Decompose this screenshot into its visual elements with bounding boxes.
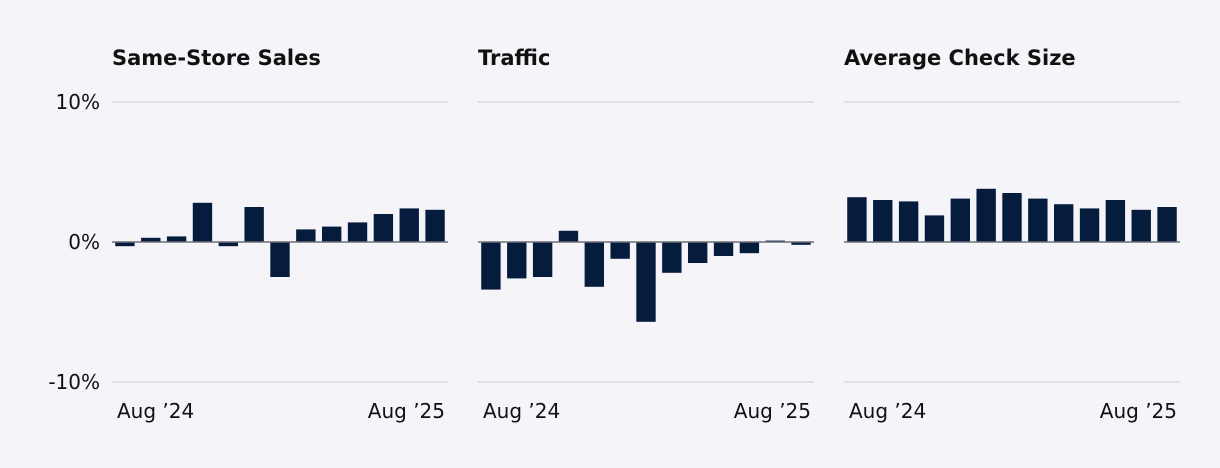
bar-traffic-6 [610, 242, 630, 259]
bar-same-store-sales-13 [425, 209, 445, 242]
bar-same-store-sales-8 [296, 229, 316, 242]
x-tick-label-traffic-1: Aug ’24 [483, 399, 560, 423]
bar-traffic-13 [791, 242, 811, 245]
bar-traffic-2 [507, 242, 527, 279]
bar-same-store-sales-10 [347, 222, 368, 242]
panel-title-same-store-sales: Same-Store Sales [112, 46, 321, 70]
bar-traffic-4 [558, 230, 579, 242]
y-tick-label-same-store-sales-2: 0% [68, 230, 100, 254]
bar-average-check-size-5 [950, 198, 970, 242]
bar-same-store-sales-1 [115, 242, 135, 247]
bar-same-store-sales-12 [399, 208, 419, 242]
panel-title-average-check-size: Average Check Size [844, 46, 1076, 70]
bar-traffic-8 [662, 242, 682, 273]
bar-average-check-size-6 [976, 188, 996, 242]
panel-average-check-size: Average Check Size Aug ’24 Aug ’25 [844, 46, 1180, 423]
bar-average-check-size-2 [873, 200, 893, 242]
bar-same-store-sales-6 [244, 207, 264, 242]
y-tick-label-same-store-sales-3: -10% [48, 370, 100, 394]
bar-same-store-sales-3 [166, 236, 187, 242]
bar-same-store-sales-7 [270, 242, 290, 277]
bar-average-check-size-7 [1002, 193, 1022, 242]
x-tick-label-same-store-sales-2: Aug ’25 [368, 399, 445, 423]
bar-same-store-sales-5 [218, 242, 238, 247]
bar-average-check-size-11 [1105, 200, 1126, 242]
x-tick-label-average-check-size-2: Aug ’25 [1100, 399, 1177, 423]
bar-traffic-10 [713, 242, 734, 256]
bar-average-check-size-8 [1028, 198, 1048, 242]
bar-average-check-size-4 [924, 215, 945, 242]
bar-traffic-11 [739, 242, 760, 254]
bar-same-store-sales-11 [373, 214, 394, 242]
x-tick-label-average-check-size-1: Aug ’24 [849, 399, 926, 423]
bar-average-check-size-10 [1079, 208, 1100, 242]
x-tick-label-traffic-2: Aug ’25 [734, 399, 811, 423]
bar-traffic-1 [481, 242, 501, 290]
bar-traffic-7 [636, 242, 656, 322]
panel-same-store-sales: Same-Store Sales 10% 0% -10% Aug ’24 Aug ’25 [48, 46, 448, 423]
bar-average-check-size-13 [1157, 207, 1177, 242]
bar-average-check-size-1 [847, 197, 867, 242]
bar-traffic-5 [584, 242, 604, 287]
bar-same-store-sales-2 [141, 237, 161, 242]
bar-same-store-sales-4 [192, 202, 213, 242]
bar-average-check-size-12 [1131, 209, 1151, 242]
bar-same-store-sales-9 [322, 226, 342, 242]
bar-average-check-size-3 [898, 201, 919, 242]
bar-traffic-3 [532, 242, 553, 277]
panel-title-traffic: Traffic [478, 46, 550, 70]
bar-traffic-9 [688, 242, 708, 263]
y-tick-label-same-store-sales-1: 10% [56, 90, 100, 114]
panel-traffic: Traffic Aug ’24 Aug ’25 [478, 46, 814, 423]
x-tick-label-same-store-sales-1: Aug ’24 [117, 399, 194, 423]
bar-average-check-size-9 [1054, 204, 1074, 242]
